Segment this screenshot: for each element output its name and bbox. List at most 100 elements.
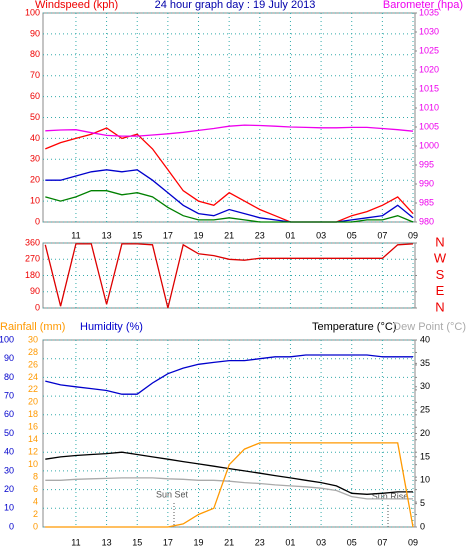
y2-tick-label: E	[436, 283, 445, 298]
y3-tick-label: 2	[33, 509, 38, 519]
y-tick-label: 100	[0, 334, 14, 344]
x-tick-label: 07	[377, 230, 387, 240]
x-tick-label: 03	[316, 230, 326, 240]
x-tick-label: 01	[285, 537, 295, 547]
x-tick-label: 07	[377, 537, 387, 547]
series-line	[44, 243, 414, 309]
y-tick-label: 0	[9, 521, 14, 531]
y2-tick-label: 35	[420, 358, 430, 368]
y-tick-label: 0	[35, 216, 40, 226]
x-tick-label: 01	[285, 230, 295, 240]
y2-tick-label: 5	[420, 498, 425, 508]
x-tick-label: 15	[132, 230, 142, 240]
x-tick-label: 11	[71, 537, 80, 547]
y3-tick-label: 28	[28, 347, 38, 357]
y-tick-label: 30	[4, 465, 14, 475]
y-tick-label: 90	[30, 28, 40, 38]
y2-tick-label: 990	[419, 178, 434, 188]
series-line	[45, 442, 414, 528]
y-tick-label: 60	[30, 91, 40, 101]
y2-tick-label: 1010	[419, 102, 439, 112]
chart-title: 24 hour graph day : 19 July 2013	[155, 0, 316, 11]
y-tick-label: 270	[25, 254, 40, 264]
y-tick-label: 80	[4, 372, 14, 382]
barometer-label: Barometer (hpa)	[383, 0, 463, 11]
y2-tick-label: 15	[420, 451, 430, 461]
y3-tick-label: 10	[28, 459, 38, 469]
y-tick-label: 70	[30, 70, 40, 80]
y-tick-label: 10	[30, 195, 40, 205]
x-tick-label: 05	[347, 537, 357, 547]
y3-tick-label: 30	[28, 334, 38, 344]
x-tick-label: 21	[224, 230, 234, 240]
y-tick-label: 20	[30, 175, 40, 185]
y2-tick-label: 995	[419, 159, 434, 169]
y-tick-label: 30	[30, 154, 40, 164]
sunrise-note: Sun Rise	[372, 491, 409, 501]
series-line	[45, 127, 414, 223]
y2-tick-label: N	[435, 234, 444, 249]
y-tick-label: 90	[30, 286, 40, 296]
y2-tick-label: 40	[420, 334, 430, 344]
x-tick-label: 13	[102, 537, 112, 547]
x-tick-label: 17	[163, 230, 173, 240]
y3-tick-label: 16	[28, 422, 38, 432]
y-tick-label: 80	[30, 49, 40, 59]
temperature-label: Temperature (°C)	[312, 321, 396, 333]
y3-tick-label: 6	[33, 484, 38, 494]
x-tick-label: 17	[163, 537, 173, 547]
x-tick-label: 05	[347, 230, 357, 240]
x-tick-label: 19	[194, 537, 204, 547]
series-line	[45, 169, 414, 223]
y3-tick-label: 8	[33, 472, 38, 482]
y2-tick-label: S	[436, 267, 445, 282]
y2-tick-label: 20	[420, 428, 430, 438]
series-line	[45, 190, 414, 223]
series-line	[45, 354, 413, 395]
wind-label: Windspeed (kph)	[35, 0, 118, 11]
series-line	[45, 451, 413, 495]
y-tick-label: 10	[4, 503, 14, 513]
y2-tick-label: 1030	[419, 26, 439, 36]
x-tick-label: 13	[102, 230, 112, 240]
y-tick-label: 40	[30, 133, 40, 143]
y2-tick-label: 30	[420, 381, 430, 391]
y3-tick-label: 20	[28, 397, 38, 407]
y3-tick-label: 14	[28, 434, 38, 444]
humidity-label: Humidity (%)	[80, 321, 143, 333]
y3-tick-label: 18	[28, 409, 38, 419]
y-tick-label: 100	[25, 7, 40, 17]
rain-label: Rainfall (mm)	[0, 321, 65, 333]
y-tick-label: 60	[4, 409, 14, 419]
x-tick-label: 03	[316, 537, 326, 547]
y2-tick-label: 1015	[419, 83, 439, 93]
y3-tick-label: 0	[33, 521, 38, 531]
y-tick-label: 0	[35, 302, 40, 312]
y-tick-label: 20	[4, 484, 14, 494]
x-tick-label: 19	[194, 230, 204, 240]
series-line	[45, 124, 414, 137]
y-tick-label: 50	[4, 428, 14, 438]
x-tick-label: 15	[132, 537, 142, 547]
y2-tick-label: W	[434, 251, 447, 266]
y3-tick-label: 22	[28, 384, 38, 394]
y2-tick-label: 1005	[419, 121, 439, 131]
x-tick-label: 11	[71, 230, 80, 240]
y3-tick-label: 24	[28, 372, 38, 382]
y2-tick-label: N	[435, 299, 444, 314]
y3-tick-label: 26	[28, 359, 38, 369]
x-tick-label: 23	[255, 537, 265, 547]
sunset-note: Sun Set	[156, 489, 189, 499]
y2-tick-label: 1020	[419, 64, 439, 74]
y2-tick-label: 0	[420, 521, 425, 531]
y-tick-label: 40	[4, 447, 14, 457]
y-tick-label: 180	[25, 270, 40, 280]
y2-tick-label: 1035	[419, 7, 439, 17]
y2-tick-label: 1000	[419, 140, 439, 150]
y2-tick-label: 25	[420, 405, 430, 415]
dewpoint-label: Dew Point (°C)	[393, 321, 466, 333]
x-tick-label: 09	[408, 537, 418, 547]
y2-tick-label: 985	[419, 197, 434, 207]
y-tick-label: 90	[4, 353, 14, 363]
